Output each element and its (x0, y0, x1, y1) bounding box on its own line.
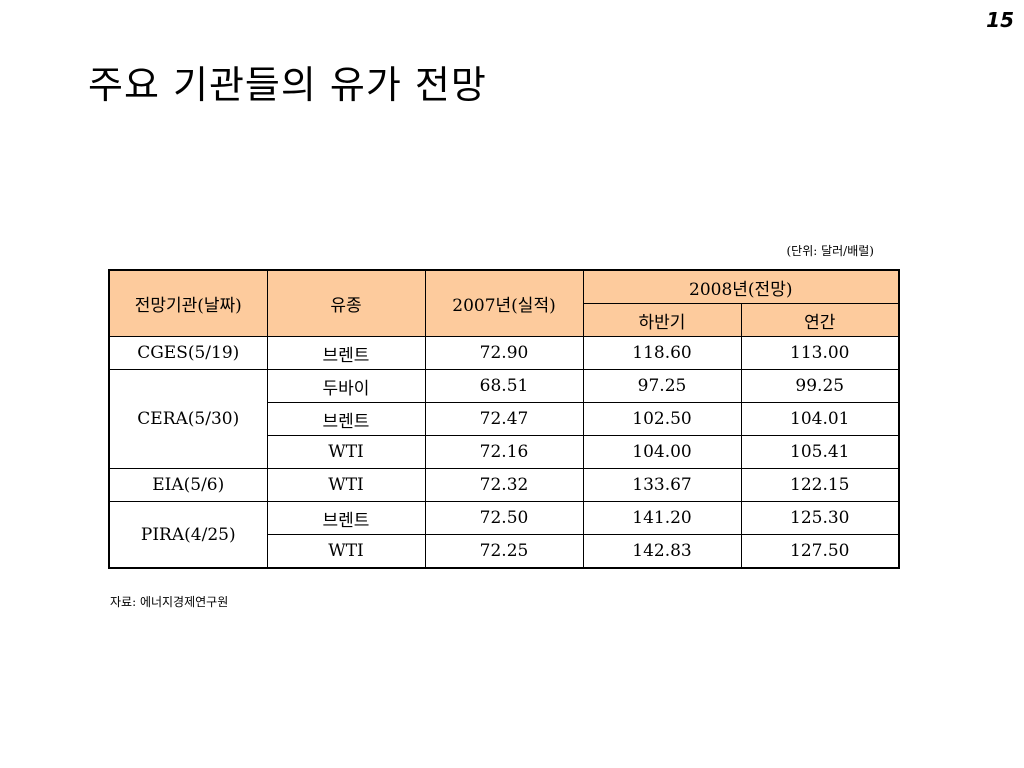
cell-2007-actual: 72.32 (424, 468, 584, 502)
cell-2007-actual: 72.25 (424, 534, 584, 569)
table-row: WTI 72.16 104.00 105.41 (109, 435, 900, 469)
oil-price-forecast-table: 전망기관(날짜) 유종 2007년(실적) 2008년(전망) 하반기 연간 C… (108, 269, 900, 569)
cell-2008-second-half: 102.50 (582, 402, 742, 436)
cell-crude: WTI (266, 468, 426, 502)
cell-agency: CGES(5/19) (108, 336, 268, 370)
table-row: PIRA(4/25) 브렌트 72.50 141.20 125.30 (108, 501, 900, 569)
page-title: 주요 기관들의 유가 전망 (88, 63, 487, 107)
cell-2008-second-half: 142.83 (582, 534, 742, 569)
unit-note: (단위: 달러/배럴) (786, 244, 874, 258)
header-2007: 2007년(실적) (424, 269, 584, 337)
cell-crude: WTI (266, 435, 426, 469)
cell-2007-actual: 72.90 (424, 336, 584, 370)
cell-2007-actual: 68.51 (424, 369, 584, 403)
cell-2008-annual: 125.30 (740, 501, 900, 535)
table-row: CERA(5/30) 두바이 68.51 97.25 99.25 (108, 369, 900, 469)
cell-2008-annual: 113.00 (740, 336, 900, 370)
cell-2008-annual: 99.25 (740, 369, 900, 403)
cell-crude: 브렌트 (266, 336, 426, 370)
cell-2008-annual: 104.01 (740, 402, 900, 436)
cell-crude: 두바이 (266, 369, 426, 403)
source-note: 자료: 에너지경제연구원 (110, 595, 229, 609)
cell-2008-second-half: 133.67 (582, 468, 742, 502)
cell-agency: CERA(5/30) (108, 369, 268, 469)
table-body: CGES(5/19) 브렌트 72.90 118.60 113.00 CERA(5/30)… (108, 336, 900, 569)
cell-crude: 브렌트 (266, 402, 426, 436)
header-row-1: 전망기관(날짜) 유종 2007년(실적) 2008년(전망) (108, 269, 900, 337)
cell-2007-actual: 72.50 (424, 501, 584, 535)
cell-2007-actual: 72.16 (424, 435, 584, 469)
oil-price-forecast-table-container: 전망기관(날짜) 유종 2007년(실적) 2008년(전망) 하반기 연간 C… (108, 269, 900, 569)
header-annual: 연간 (740, 303, 900, 337)
cell-crude: 브렌트 (266, 501, 426, 535)
cell-2008-annual: 105.41 (740, 435, 900, 469)
table-header: 전망기관(날짜) 유종 2007년(실적) 2008년(전망) 하반기 연간 (108, 269, 900, 337)
header-row-2: 하반기 연간 (109, 303, 900, 337)
table-row: WTI 72.25 142.83 127.50 (109, 534, 900, 569)
table-row: CGES(5/19) 브렌트 72.90 118.60 113.00 (108, 336, 900, 370)
page-number: 15 (986, 8, 1014, 32)
header-crude: 유종 (266, 269, 426, 337)
table-row: EIA(5/6) WTI 72.32 133.67 122.15 (108, 468, 900, 502)
header-second-half: 하반기 (582, 303, 742, 337)
cell-2008-annual: 127.50 (740, 534, 900, 569)
header-agency: 전망기관(날짜) (108, 269, 268, 337)
header-2008: 2008년(전망) (582, 269, 900, 304)
cell-2008-second-half: 118.60 (582, 336, 742, 370)
cell-2008-second-half: 104.00 (582, 435, 742, 469)
cell-2008-second-half: 97.25 (582, 369, 742, 403)
cell-2008-annual: 122.15 (740, 468, 900, 502)
cell-2007-actual: 72.47 (424, 402, 584, 436)
cell-2008-second-half: 141.20 (582, 501, 742, 535)
cell-agency: EIA(5/6) (108, 468, 268, 502)
table-row: 브렌트 72.47 102.50 104.01 (109, 402, 900, 436)
cell-crude: WTI (266, 534, 426, 569)
cell-agency: PIRA(4/25) (108, 501, 268, 569)
